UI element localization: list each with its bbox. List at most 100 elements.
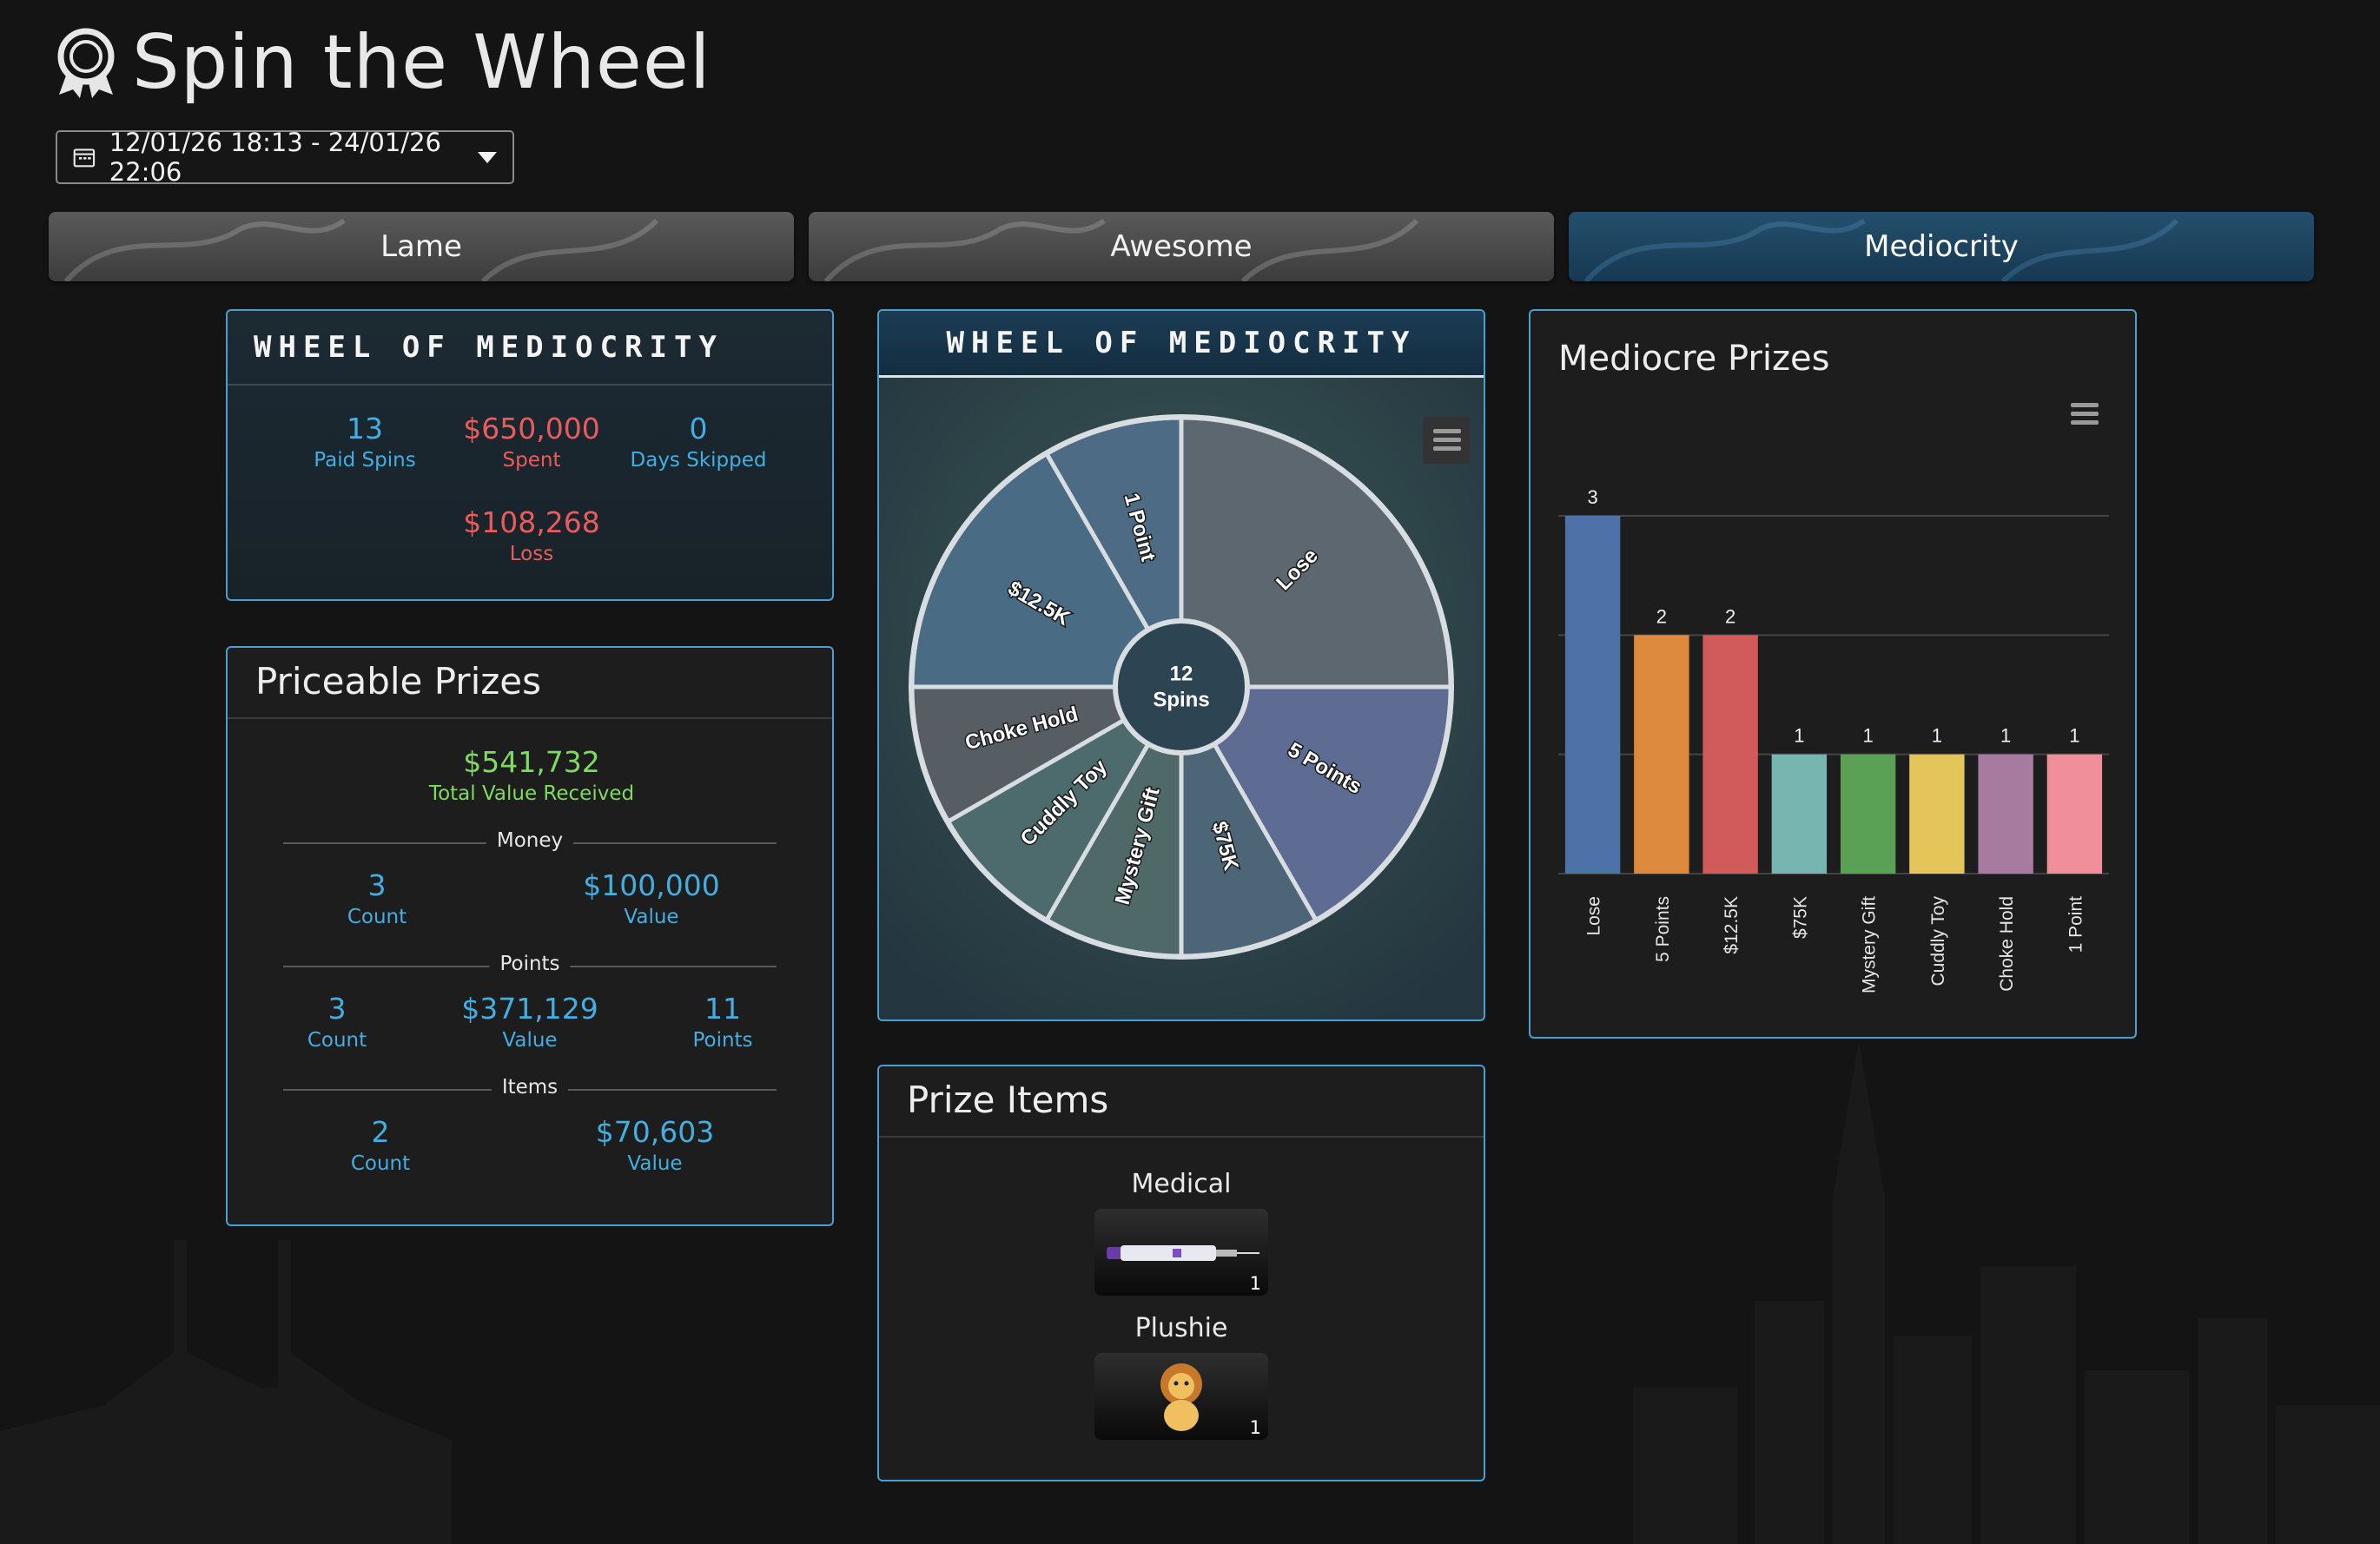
tab-label: Mediocrity (1864, 229, 2019, 264)
lion-plushie-icon (1160, 1363, 1202, 1431)
stat-label: Value (624, 906, 679, 928)
x-tick-label: Mystery Gift (1860, 896, 1880, 993)
tab-mediocrity[interactable]: Mediocrity (1569, 212, 2314, 281)
panel-title: Priceable Prizes (228, 648, 832, 719)
item-name-medical: Medical (1131, 1169, 1232, 1199)
item-plushie[interactable]: 1 (1094, 1353, 1268, 1440)
wheel-segment (1179, 678, 1319, 959)
bar-chart: 3 Lose 2 5 Points 2 $12.5K 1 $75K 1 Mystery Gift 1… (1558, 486, 2109, 993)
x-tick-label: 5 Points (1653, 896, 1673, 962)
panel-title: Prize Items (879, 1066, 1484, 1138)
stat-label: Days Skipped (630, 449, 767, 472)
stat-value: $650,000 (463, 412, 600, 445)
x-tick-label: $75K (1790, 896, 1810, 939)
items-count-stat: 2 Count (285, 1115, 476, 1175)
item-medical[interactable]: 1 (1094, 1209, 1268, 1296)
points-total-stat: 11 Points (627, 992, 818, 1052)
stat-value: 11 (704, 992, 741, 1026)
wheel-segment (1177, 684, 1453, 923)
data-label: 1 (2000, 725, 2011, 747)
wheel-stats-panel: Wheel of Mediocrity 13 Paid Spins $650,0… (226, 309, 834, 601)
wheel-segment (1043, 415, 1184, 696)
tab-label: Awesome (1110, 229, 1253, 264)
data-label: 1 (1794, 725, 1804, 747)
wheel-segment (909, 451, 1186, 690)
total-value-stat: $541,732 Total Value Received (401, 745, 662, 805)
stat-label: Paid Spins (314, 449, 416, 472)
stat-label: Spent (502, 449, 561, 472)
data-label: 3 (1588, 486, 1598, 508)
swirl-decoration (1583, 218, 2179, 281)
loss-stat: $108,268 Loss (436, 505, 627, 565)
stat-label: Value (627, 1152, 683, 1175)
section-heading: Points (489, 953, 571, 975)
date-range-value: 12/01/26 18:13 - 24/01/26 22:06 (109, 128, 441, 187)
x-tick-label: Choke Hold (1997, 896, 2017, 992)
wheel-menu-icon[interactable] (1423, 417, 1470, 464)
stat-value: 0 (689, 412, 708, 445)
money-value-stat: $100,000 Value (556, 868, 747, 928)
wheel-spin-label: Spins (1153, 688, 1209, 711)
tab-awesome[interactable]: Awesome (809, 212, 1554, 281)
x-tick-label: Cuddly Toy (1928, 896, 1948, 986)
stat-label: Count (307, 1029, 367, 1052)
caret-down-icon (478, 151, 497, 163)
stat-value: $108,268 (463, 505, 600, 539)
bar[interactable] (1978, 754, 2033, 874)
x-tick-label: 1 Point (2066, 896, 2086, 953)
syringe-icon (1107, 1245, 1259, 1261)
award-icon (57, 28, 115, 98)
bar[interactable] (1771, 754, 1828, 874)
x-tick-label: Lose (1584, 896, 1604, 936)
mediocre-prizes-chart-panel: Mediocre Prizes 3 Lose 2 5 Points 2 $12.5K 1 $7… (1529, 309, 2137, 1039)
chart-menu-icon[interactable] (2060, 391, 2107, 438)
days-skipped-stat: 0 Days Skipped (603, 412, 794, 472)
chart-title: Mediocre Prizes (1558, 339, 1830, 379)
swirl-decoration (823, 218, 1419, 281)
data-label: 1 (1932, 725, 1942, 747)
bar[interactable] (1840, 754, 1896, 874)
data-label: 2 (1725, 605, 1735, 627)
data-label: 1 (1863, 725, 1874, 747)
date-range-picker[interactable]: 12/01/26 18:13 - 24/01/26 22:06 (56, 128, 514, 187)
stat-label: Count (347, 906, 407, 928)
data-label: 2 (1656, 605, 1667, 627)
spent-stat: $650,000 Spent (436, 412, 627, 472)
wheel-spin-count: 12 (1170, 662, 1193, 685)
points-count-stat: 3 Count (241, 992, 433, 1052)
tab-lame[interactable]: Lame (49, 212, 794, 281)
priceable-prizes-panel: Priceable Prizes $541,732 Total Value Re… (226, 646, 834, 1226)
page-title: Spin the Wheel (132, 19, 711, 106)
wheel-hub (1113, 618, 1250, 756)
wheel-segment (1043, 678, 1184, 959)
stat-value: $371,129 (461, 992, 598, 1026)
paid-spins-stat: 13 Paid Spins (269, 412, 460, 472)
bar[interactable] (1702, 635, 1758, 874)
stat-value: $100,000 (583, 868, 720, 902)
money-count-stat: 3 Count (281, 868, 473, 928)
wheel-tabs: Lame Awesome Mediocrity (49, 212, 2314, 281)
item-name-plushie: Plushie (1134, 1313, 1228, 1343)
wheel-segment (909, 684, 1190, 825)
stat-value: 3 (367, 868, 387, 902)
stat-label: Count (350, 1152, 411, 1175)
wheel-panel: Wheel of Mediocrity Lose 5 Points $75K Myst… (877, 309, 1485, 1021)
stat-value: 3 (327, 992, 347, 1026)
stat-value: 13 (347, 412, 383, 445)
bar[interactable] (1634, 635, 1689, 874)
stat-label: Points (692, 1029, 753, 1052)
bar[interactable] (1564, 516, 1621, 874)
stat-value: $541,732 (463, 745, 600, 779)
bar[interactable] (2046, 754, 2103, 874)
page-header: Spin the Wheel (54, 19, 711, 106)
panel-title: Wheel of Mediocrity (879, 311, 1484, 378)
tab-label: Lame (380, 229, 462, 264)
items-value-stat: $70,603 Value (559, 1115, 750, 1175)
stat-value: $70,603 (595, 1115, 715, 1149)
item-count: 1 (1249, 1417, 1261, 1438)
bar[interactable] (1909, 754, 1965, 874)
stat-label: Total Value Received (428, 782, 635, 805)
wheel-segment (1179, 415, 1453, 690)
